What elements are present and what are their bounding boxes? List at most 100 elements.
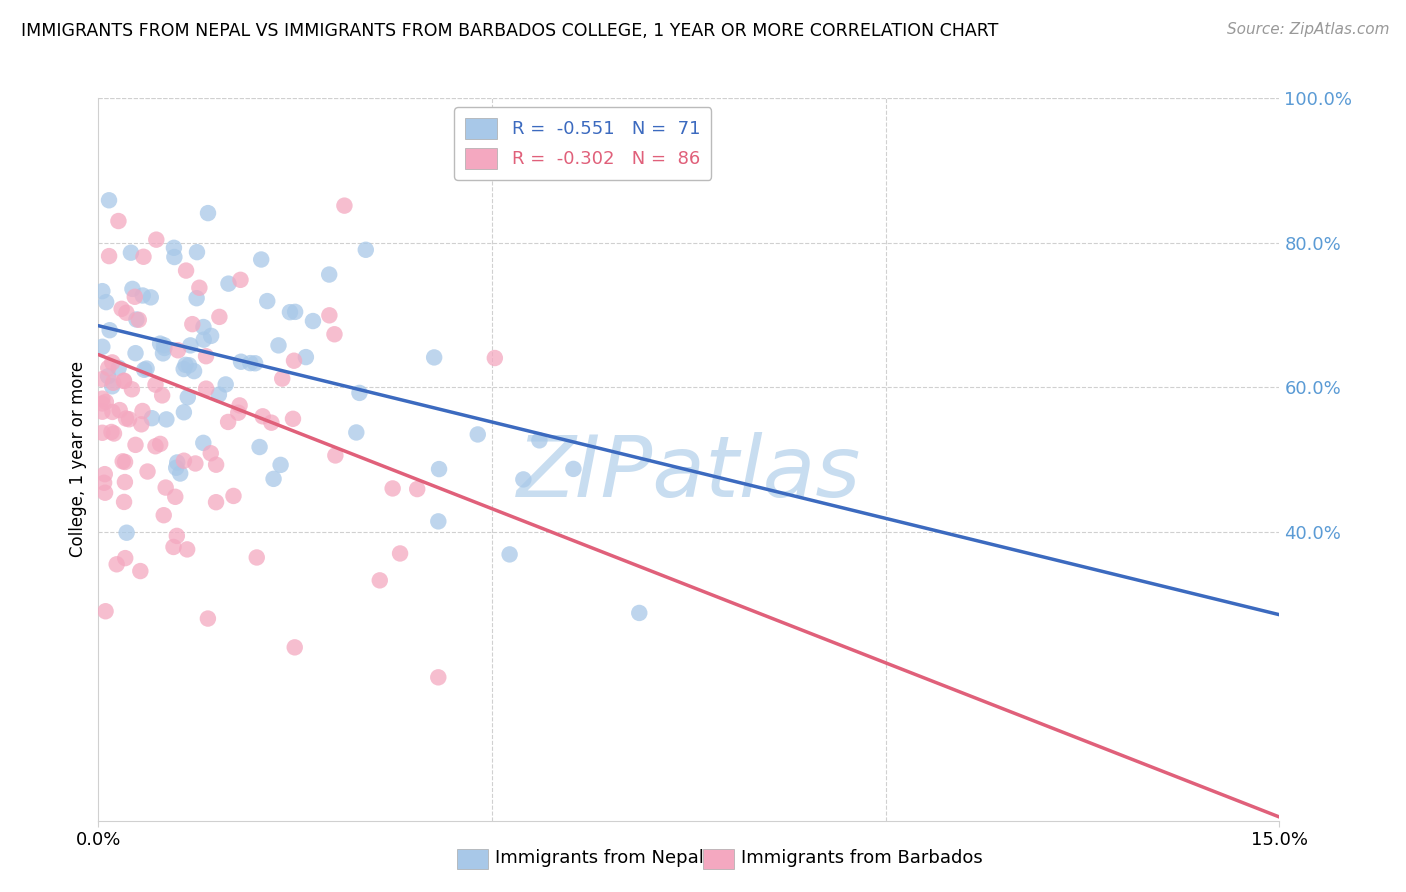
Point (173, 453, 195, 467)
Point (120, 245, 142, 260)
Point (150, 388, 173, 402)
Point (318, 268, 340, 282)
Point (218, 277, 240, 291)
Point (208, 310, 231, 324)
Point (101, 355, 124, 369)
Point (114, 551, 136, 566)
Point (281, 412, 304, 426)
Point (354, 243, 377, 257)
Point (344, 425, 367, 440)
Point (174, 358, 197, 372)
Point (177, 358, 200, 372)
Point (167, 343, 190, 358)
Point (295, 350, 318, 364)
Point (103, 376, 125, 390)
Point (368, 574, 391, 588)
Point (111, 301, 134, 316)
Point (91, 392, 114, 406)
Point (163, 250, 186, 264)
Point (136, 465, 159, 479)
Point (121, 282, 143, 296)
Point (512, 472, 534, 486)
Point (406, 482, 429, 496)
Point (200, 329, 222, 343)
Point (389, 546, 412, 560)
Point (97, 361, 120, 376)
Point (222, 489, 245, 503)
Point (124, 438, 146, 452)
Point (155, 412, 177, 426)
Point (302, 314, 325, 328)
Point (141, 411, 163, 425)
Point (145, 377, 167, 392)
Point (149, 437, 172, 451)
Point (628, 606, 651, 620)
Legend: R =  -0.551   N =  71, R =  -0.302   N =  86: R = -0.551 N = 71, R = -0.302 N = 86 (454, 107, 711, 179)
Point (94, 467, 117, 482)
Point (166, 529, 188, 543)
Point (97, 369, 120, 384)
Point (333, 199, 356, 213)
Point (152, 346, 174, 360)
Point (165, 490, 187, 504)
Point (139, 290, 162, 304)
Point (149, 336, 172, 351)
Point (134, 363, 156, 377)
Point (177, 390, 200, 404)
Point (131, 404, 153, 418)
Point (100, 425, 122, 439)
Point (284, 640, 307, 655)
Point (205, 458, 228, 472)
Point (263, 472, 285, 486)
Point (193, 333, 215, 347)
Point (484, 351, 506, 365)
Point (173, 405, 195, 419)
Point (318, 309, 340, 323)
Point (166, 455, 188, 469)
Point (91, 425, 114, 440)
Point (184, 457, 207, 471)
Point (103, 426, 125, 441)
Point (381, 482, 404, 496)
Point (239, 356, 262, 370)
Point (427, 462, 450, 476)
Point (112, 374, 135, 388)
Text: Immigrants from Barbados: Immigrants from Barbados (741, 849, 983, 867)
Point (249, 440, 271, 454)
Point (108, 403, 131, 417)
Point (162, 540, 184, 554)
Point (205, 495, 228, 509)
Point (121, 382, 143, 396)
Point (427, 514, 450, 528)
Point (124, 346, 146, 360)
Point (284, 305, 307, 319)
Point (115, 306, 138, 320)
Point (250, 252, 273, 267)
Point (229, 355, 252, 369)
Point (174, 263, 197, 277)
Point (193, 320, 215, 334)
Point (226, 406, 249, 420)
Point (115, 525, 138, 540)
Point (94, 604, 117, 618)
Point (152, 508, 174, 523)
Text: IMMIGRANTS FROM NEPAL VS IMMIGRANTS FROM BARBADOS COLLEGE, 1 YEAR OR MORE CORREL: IMMIGRANTS FROM NEPAL VS IMMIGRANTS FROM… (21, 22, 998, 40)
Point (169, 467, 191, 481)
Point (323, 327, 346, 342)
Point (129, 564, 152, 578)
Point (252, 409, 274, 424)
Point (93, 475, 115, 490)
Point (124, 290, 146, 304)
Point (467, 427, 489, 442)
Point (529, 434, 551, 448)
Point (118, 412, 141, 426)
Point (91, 372, 114, 386)
Point (114, 455, 136, 469)
Point (186, 291, 208, 305)
Point (145, 233, 167, 247)
Point (128, 313, 150, 327)
Point (101, 379, 124, 393)
Point (163, 241, 186, 255)
Point (112, 374, 135, 388)
Point (125, 312, 148, 326)
